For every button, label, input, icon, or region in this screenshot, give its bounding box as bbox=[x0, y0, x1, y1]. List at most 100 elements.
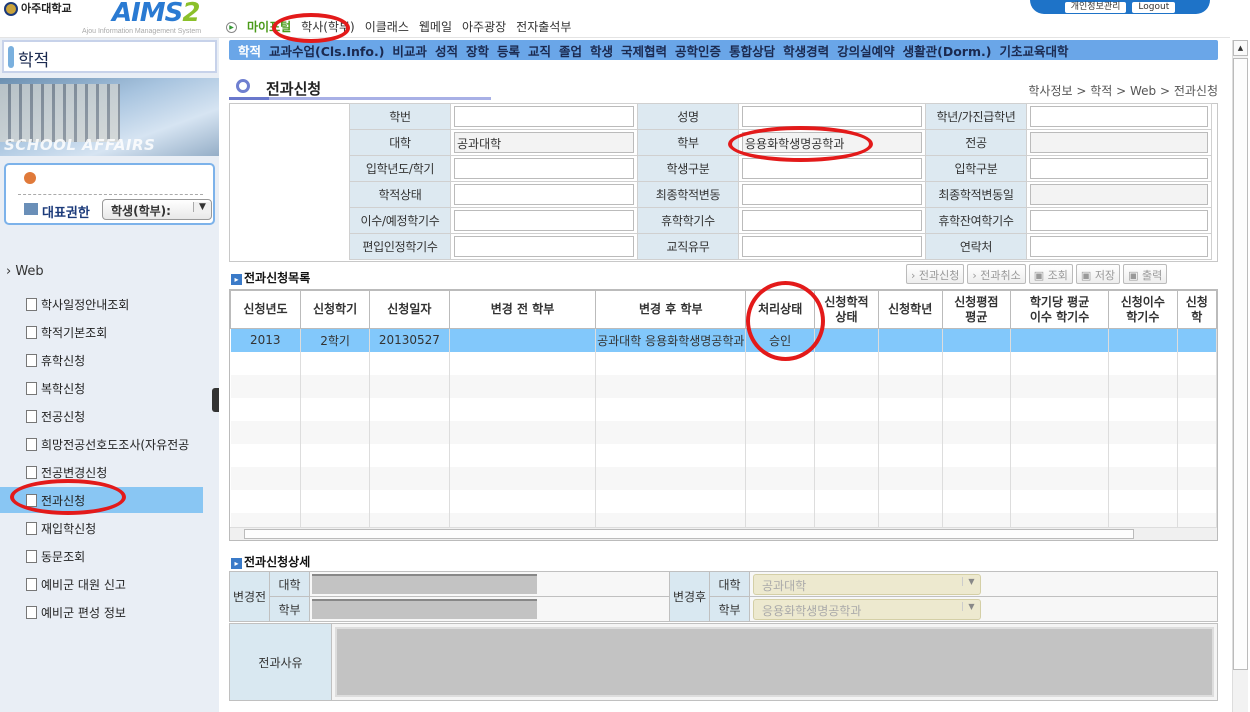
topnav-eclass[interactable]: 이클래스 bbox=[364, 20, 409, 34]
column-header[interactable]: 신청년도 bbox=[230, 290, 302, 329]
sidebar-item[interactable]: 재입학신청 bbox=[26, 515, 203, 541]
menu-item[interactable]: 생활관(Dorm.) bbox=[902, 43, 992, 59]
toolbar-button[interactable]: ▣ 조회 bbox=[1028, 264, 1073, 284]
user-bar: 개인정보관리 Logout bbox=[1030, 0, 1210, 14]
scroll-thumb[interactable] bbox=[1233, 58, 1248, 670]
info-value[interactable] bbox=[1030, 184, 1208, 205]
menu-item[interactable]: 성적 bbox=[434, 43, 458, 59]
column-header[interactable]: 신청이수 학기수 bbox=[1108, 290, 1178, 329]
info-label: 편입인정학기수 bbox=[349, 233, 451, 260]
sidebar: 학적 SCHOOL AFFAIRS 대표권한 학생(학부): ▼ › Web 학사… bbox=[0, 38, 219, 712]
menu-item[interactable]: 장학 bbox=[465, 43, 489, 59]
table-cell bbox=[449, 328, 597, 352]
sidebar-item[interactable]: 휴학신청 bbox=[26, 347, 203, 373]
info-value[interactable] bbox=[454, 184, 634, 205]
before-college-field[interactable] bbox=[312, 574, 537, 594]
aims-logo[interactable]: AIMS2 bbox=[112, 0, 201, 26]
sidebar-item[interactable]: 희망전공선호도조사(자유전공 bbox=[26, 431, 203, 457]
menu-item[interactable]: 국제협력 bbox=[621, 43, 668, 59]
sidebar-item[interactable]: 복학신청 bbox=[26, 375, 203, 401]
info-value[interactable] bbox=[1030, 210, 1208, 231]
topnav-webmail[interactable]: 웹메일 bbox=[418, 20, 452, 34]
toolbar-button[interactable]: ▣ 출력 bbox=[1123, 264, 1168, 284]
info-value[interactable] bbox=[742, 210, 922, 231]
menu-item[interactable]: 학적 bbox=[238, 43, 262, 59]
info-label: 학번 bbox=[349, 103, 451, 130]
info-label: 최종학적변동일 bbox=[925, 181, 1027, 208]
after-college-select[interactable]: 공과대학 ▼ bbox=[753, 573, 981, 595]
empty-row bbox=[230, 443, 1217, 467]
reason-textarea[interactable] bbox=[335, 627, 1214, 697]
sidebar-item[interactable]: 학적기본조회 bbox=[26, 319, 203, 345]
info-label: 학부 bbox=[637, 129, 739, 156]
sidebar-collapse-handle[interactable] bbox=[212, 388, 219, 412]
sidebar-item[interactable]: 전공변경신청 bbox=[26, 459, 203, 485]
main-menu: 학적 교과수업(Cls.Info.) 비교과 성적 장학 등록 교직 졸업 학생 국제협력 공학인증… bbox=[229, 40, 1218, 60]
sidebar-item-label: 학사일정안내조회 bbox=[41, 297, 130, 312]
topnav-square[interactable]: 아주광장 bbox=[462, 20, 507, 34]
menu-item[interactable]: 교직 bbox=[527, 43, 551, 59]
topnav-attendance[interactable]: 전자출석부 bbox=[516, 20, 572, 34]
university-logo[interactable]: 아주대학교 bbox=[4, 2, 72, 16]
reason-row: 전과사유 bbox=[229, 623, 1218, 701]
menu-item[interactable]: 졸업 bbox=[559, 43, 583, 59]
sidebar-item[interactable]: 학사일정안내조회 bbox=[26, 291, 203, 317]
info-value[interactable] bbox=[742, 106, 922, 127]
tree-root[interactable]: › Web bbox=[6, 264, 44, 279]
toolbar-button[interactable]: ▣ 저장 bbox=[1075, 264, 1121, 284]
sidebar-item[interactable]: 예비군 대원 신고 bbox=[26, 571, 203, 597]
info-value[interactable] bbox=[1030, 106, 1208, 127]
table-row[interactable]: 2013 2학기 20130527 공과대학 응용화학생명공학과 승인 bbox=[230, 328, 1217, 352]
menu-item[interactable]: 공학인증 bbox=[675, 43, 722, 59]
menu-item[interactable]: 통합상담 bbox=[729, 43, 776, 59]
column-header[interactable]: 신청학기 bbox=[300, 290, 371, 329]
menu-item[interactable]: 학생경력 bbox=[783, 43, 830, 59]
list-section-title: 전과신청목록 bbox=[231, 269, 310, 286]
menu-item[interactable]: 학생 bbox=[590, 43, 614, 59]
menu-item[interactable]: 비교과 bbox=[392, 43, 427, 59]
column-header[interactable]: 신청 학 bbox=[1176, 290, 1217, 329]
university-name: 아주대학교 bbox=[21, 2, 72, 15]
menu-item[interactable]: 기초교육대학 bbox=[999, 43, 1069, 59]
info-value[interactable] bbox=[1030, 236, 1208, 257]
toolbar-button[interactable]: › 전과취소 bbox=[967, 264, 1026, 284]
sidebar-item-label: 희망전공선호도조사(자유전공 bbox=[41, 437, 190, 452]
privacy-button[interactable]: 개인정보관리 bbox=[1064, 1, 1127, 13]
after-dept-value: 응용화학생명공학과 bbox=[762, 603, 862, 618]
before-dept-field[interactable] bbox=[312, 599, 537, 619]
column-header[interactable]: 변경 전 학부 bbox=[448, 290, 597, 329]
info-value[interactable] bbox=[454, 158, 634, 179]
vertical-scrollbar[interactable]: ▲ bbox=[1232, 40, 1248, 712]
toolbar-button[interactable]: › 전과신청 bbox=[906, 264, 965, 284]
before-label: 변경전 bbox=[229, 571, 270, 622]
info-value[interactable] bbox=[454, 106, 634, 127]
horizontal-scrollbar[interactable] bbox=[230, 527, 1217, 540]
column-header[interactable]: 신청일자 bbox=[369, 290, 450, 329]
menu-item[interactable]: 강의실예약 bbox=[837, 43, 895, 59]
column-header[interactable]: 학기당 평균 이수 학기수 bbox=[1010, 290, 1110, 329]
info-value[interactable] bbox=[742, 236, 922, 257]
scroll-up-icon[interactable]: ▲ bbox=[1233, 40, 1248, 56]
column-header[interactable]: 신청학년 bbox=[877, 290, 943, 329]
logout-button[interactable]: Logout bbox=[1132, 1, 1176, 13]
menu-item[interactable]: 등록 bbox=[496, 43, 520, 59]
info-value[interactable] bbox=[454, 210, 634, 231]
info-value[interactable] bbox=[454, 236, 634, 257]
menu-item[interactable]: 교과수업(Cls.Info.) bbox=[269, 43, 385, 59]
info-value[interactable] bbox=[742, 158, 922, 179]
sidebar-item[interactable]: 동문조회 bbox=[26, 543, 203, 569]
info-value[interactable] bbox=[742, 184, 922, 205]
info-label: 학년/가진급학년 bbox=[925, 103, 1027, 130]
column-header[interactable]: 변경 후 학부 bbox=[595, 290, 747, 329]
empty-row bbox=[230, 374, 1217, 398]
info-value[interactable]: 공과대학 bbox=[454, 132, 634, 153]
info-label: 학생구분 bbox=[637, 155, 739, 182]
sidebar-item[interactable]: 예비군 편성 정보 bbox=[26, 599, 203, 625]
info-value[interactable] bbox=[1030, 132, 1208, 153]
column-header[interactable]: 신청평점 평균 bbox=[941, 290, 1012, 329]
role-select[interactable]: 학생(학부): ▼ bbox=[102, 199, 212, 220]
info-value[interactable] bbox=[1030, 158, 1208, 179]
after-dept-select[interactable]: 응용화학생명공학과 ▼ bbox=[753, 598, 981, 620]
sidebar-item[interactable]: 전공신청 bbox=[26, 403, 203, 429]
user-icon bbox=[24, 172, 36, 184]
